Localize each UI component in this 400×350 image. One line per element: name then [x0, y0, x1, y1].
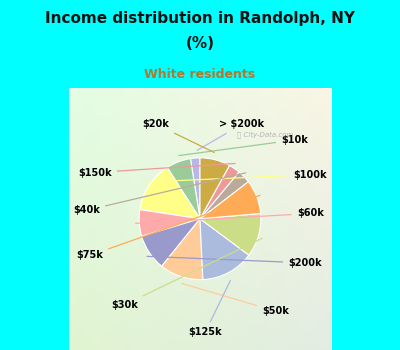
Text: $60k: $60k [136, 209, 324, 223]
Text: (%): (%) [186, 36, 214, 51]
Wedge shape [200, 172, 248, 219]
Text: $10k: $10k [179, 135, 308, 155]
Text: $50k: $50k [182, 284, 289, 316]
Wedge shape [200, 219, 249, 280]
Text: Income distribution in Randolph, NY: Income distribution in Randolph, NY [45, 11, 355, 26]
Wedge shape [200, 166, 239, 219]
Wedge shape [200, 214, 261, 255]
Text: $75k: $75k [76, 195, 260, 260]
Text: $125k: $125k [188, 281, 230, 337]
Text: $20k: $20k [142, 119, 214, 153]
Wedge shape [200, 182, 261, 219]
Text: $100k: $100k [146, 170, 327, 182]
Text: ⓘ City-Data.com: ⓘ City-Data.com [238, 131, 294, 138]
Text: > $200k: > $200k [197, 119, 264, 150]
Text: $40k: $40k [73, 173, 246, 215]
Wedge shape [167, 159, 200, 219]
Text: White residents: White residents [144, 68, 256, 81]
Wedge shape [190, 158, 200, 219]
Wedge shape [200, 158, 230, 219]
Text: $150k: $150k [78, 163, 235, 177]
Text: $30k: $30k [111, 238, 262, 310]
Wedge shape [139, 210, 200, 236]
Text: $200k: $200k [147, 256, 322, 268]
Wedge shape [162, 219, 203, 280]
Wedge shape [142, 219, 200, 266]
Wedge shape [140, 167, 200, 219]
